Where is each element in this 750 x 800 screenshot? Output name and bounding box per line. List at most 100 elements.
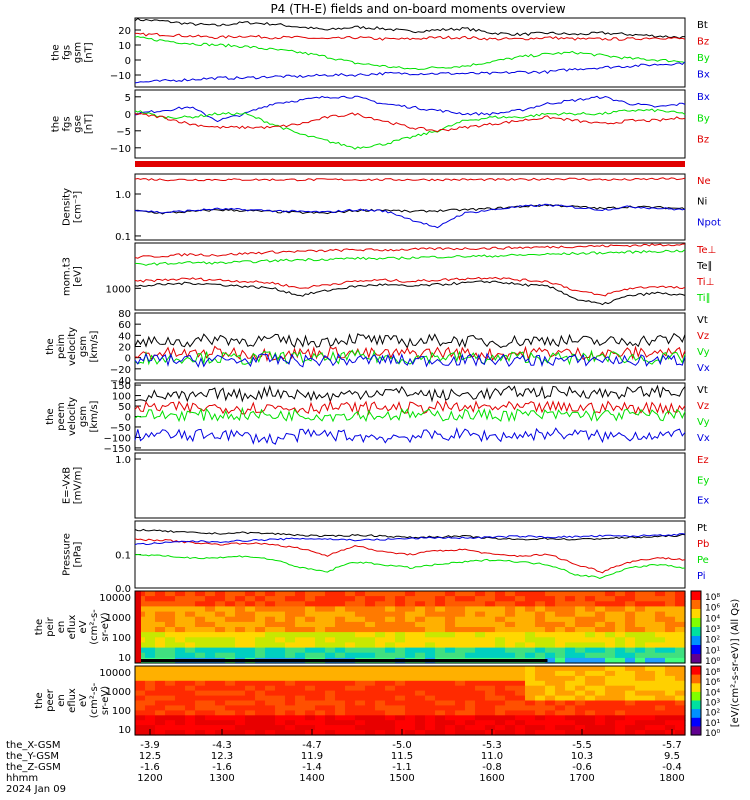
heatmap-cell xyxy=(505,642,516,649)
heatmap-cell xyxy=(585,685,596,692)
heatmap-cell xyxy=(425,642,436,649)
heatmap-cell xyxy=(305,666,316,672)
heatmap-cell xyxy=(185,652,196,659)
heatmap-cell xyxy=(265,637,276,643)
heatmap-cell xyxy=(225,710,236,716)
heatmap-cell xyxy=(175,647,186,654)
heatmap-cell xyxy=(375,710,386,716)
y-tick-label: 1.0 xyxy=(115,190,131,201)
y-tick-label: 1000 xyxy=(106,687,131,698)
heatmap-cell xyxy=(225,591,236,597)
heatmap-cell xyxy=(335,637,346,643)
heatmap-cell xyxy=(675,695,686,702)
heatmap-cell xyxy=(515,720,526,726)
heatmap-cell xyxy=(245,642,256,649)
heatmap-cell xyxy=(445,705,456,711)
y-axis-label: [mV/m] xyxy=(73,467,84,505)
colorbar-tick: 10⁴ xyxy=(705,614,720,624)
heatmap-cell xyxy=(445,715,456,721)
heatmap-cell xyxy=(225,647,236,654)
colorbar-cell xyxy=(691,645,701,648)
heatmap-cell xyxy=(605,611,616,618)
heatmap-cell xyxy=(465,652,476,659)
heatmap-cell xyxy=(345,710,356,716)
heatmap-cell xyxy=(415,710,426,716)
heatmap-cell xyxy=(245,670,256,677)
heatmap-cell xyxy=(385,730,396,736)
heatmap-cell xyxy=(385,690,396,697)
heatmap-cell xyxy=(395,690,406,697)
heatmap-cell xyxy=(225,637,236,643)
heatmap-cell xyxy=(245,730,256,736)
heatmap-cell xyxy=(225,705,236,711)
heatmap-cell xyxy=(285,710,296,716)
heatmap-cell xyxy=(235,680,246,687)
heatmap-cell xyxy=(575,690,586,697)
heatmap-cell xyxy=(175,725,186,731)
footer-value: -5.0 xyxy=(392,740,412,751)
y-tick-label: −20 xyxy=(110,365,131,376)
heatmap-cell xyxy=(525,591,536,597)
heatmap-cell xyxy=(185,627,196,633)
heatmap-cell xyxy=(155,675,166,682)
heatmap-cell xyxy=(145,647,156,654)
heatmap-cell xyxy=(355,611,366,618)
heatmap-cell xyxy=(625,685,636,692)
series-bt-line xyxy=(134,17,685,39)
legend-entry: Bx xyxy=(697,69,710,80)
heatmap-cell xyxy=(535,601,546,607)
heatmap-cell xyxy=(605,666,616,672)
heatmap-cell xyxy=(415,632,426,638)
heatmap-cell xyxy=(655,606,666,613)
heatmap-cell xyxy=(485,601,496,607)
heatmap-cell xyxy=(505,596,516,602)
heatmap-cell xyxy=(365,680,376,687)
heatmap-cell xyxy=(515,616,526,623)
heatmap-cell xyxy=(665,611,676,618)
heatmap-cell xyxy=(615,695,626,702)
panel-5: the peim velocity gsm [km/s]806040200−20−40V… xyxy=(45,309,710,387)
heatmap-cell xyxy=(655,666,666,672)
heatmap-cell xyxy=(445,690,456,697)
heatmap-cell xyxy=(295,670,306,677)
heatmap-cell xyxy=(455,621,466,628)
heatmap-cell xyxy=(595,690,606,697)
heatmap-cell xyxy=(365,627,376,633)
colorbar-tick: 10³ xyxy=(705,625,720,635)
heatmap-cell xyxy=(145,621,156,628)
heatmap-cell xyxy=(425,666,436,672)
heatmap-cell xyxy=(515,725,526,731)
heatmap-cell xyxy=(135,710,146,716)
heatmap-cell xyxy=(515,715,526,721)
heatmap-cell xyxy=(665,680,676,687)
heatmap-cell xyxy=(295,720,306,726)
heatmap-cell xyxy=(205,680,216,687)
heatmap-cell xyxy=(555,715,566,721)
heatmap-cell xyxy=(355,621,366,628)
heatmap-cell xyxy=(545,715,556,721)
colorbar-cell xyxy=(691,672,701,676)
heatmap-cell xyxy=(525,652,536,659)
heatmap-cell xyxy=(525,690,536,697)
heatmap-cell xyxy=(525,725,536,731)
heatmap-cell xyxy=(525,715,536,721)
legend-entry: Npot xyxy=(697,217,721,228)
panel-frame xyxy=(134,520,686,589)
heatmap-cell xyxy=(165,606,176,613)
heatmap-cell xyxy=(345,621,356,628)
colorbar-tick: 10⁰ xyxy=(705,729,720,739)
heatmap-cell xyxy=(495,606,506,613)
heatmap-cell xyxy=(555,680,566,687)
heatmap-cell xyxy=(355,632,366,638)
heatmap-cell xyxy=(515,647,526,654)
heatmap-cell xyxy=(245,616,256,623)
heatmap-cell xyxy=(245,591,256,597)
heatmap-cell xyxy=(235,642,246,649)
heatmap-cell xyxy=(265,675,276,682)
heatmap-cell xyxy=(565,700,576,706)
heatmap-cell xyxy=(535,627,546,633)
heatmap-cell xyxy=(425,596,436,602)
heatmap-cell xyxy=(545,710,556,716)
y-axis-label: [cm⁻³] xyxy=(73,191,84,223)
heatmap-cell xyxy=(195,596,206,602)
